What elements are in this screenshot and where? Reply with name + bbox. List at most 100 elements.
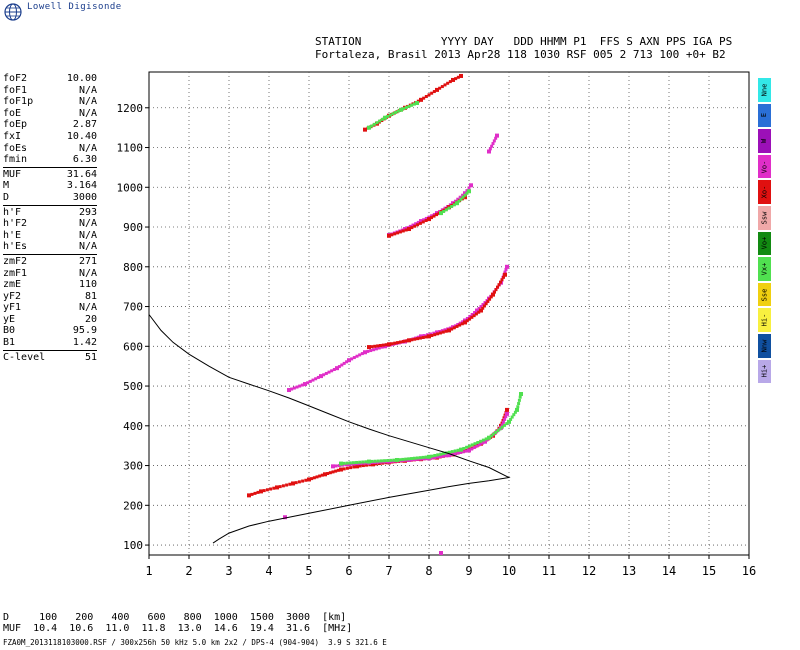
echo-point [278, 485, 282, 489]
echo-point [468, 317, 472, 321]
echo-point [516, 405, 520, 409]
legend-label: E [760, 113, 769, 118]
x-tick-label: 4 [265, 564, 272, 578]
echo-point [253, 491, 257, 495]
echo-point [322, 373, 326, 377]
echo-point [372, 348, 376, 352]
echo-point [383, 115, 387, 120]
echo-point [311, 378, 315, 382]
y-tick-label: 200 [123, 499, 143, 512]
echo-point [467, 189, 471, 194]
param-name: h'F2 [3, 218, 28, 230]
echo-point [265, 488, 269, 492]
param-value: 3.164 [66, 180, 97, 192]
echo-point [395, 457, 399, 462]
echo-point [447, 450, 451, 454]
echo-point [424, 335, 428, 339]
echo-point [438, 455, 442, 459]
echo-point [303, 382, 307, 387]
echo-point [415, 456, 419, 460]
param-row: foE N/A [3, 108, 97, 120]
echo-point [393, 341, 397, 345]
x-tick-label: 16 [742, 564, 756, 578]
echo-point [488, 147, 492, 151]
echo-point [435, 213, 438, 217]
param-row: foF1 N/A [3, 85, 97, 97]
echo-point [342, 467, 346, 471]
echo-point [470, 443, 474, 447]
echo-point [404, 228, 408, 232]
echo-point [288, 482, 292, 486]
echo-point [489, 295, 493, 299]
echo-point [275, 485, 279, 490]
echo-point [441, 330, 445, 334]
param-name: zmF1 [3, 267, 28, 279]
echo-point [379, 459, 383, 463]
echo-point [436, 455, 440, 459]
echo-point [478, 443, 482, 447]
param-value: N/A [78, 229, 97, 241]
echo-point [319, 374, 323, 379]
echo-point [427, 217, 431, 222]
echo-point [332, 367, 336, 371]
param-name: B0 [3, 325, 16, 337]
echo-point [424, 457, 428, 461]
echo-point [287, 388, 291, 393]
param-row: yF1 N/A [3, 302, 97, 314]
echo-point [348, 461, 352, 465]
echo-point [410, 338, 414, 342]
echo-point [355, 460, 359, 464]
echo-point [376, 344, 380, 348]
y-tick-label: 300 [123, 460, 143, 473]
echo-point [407, 338, 411, 343]
legend-item: Hi- [758, 308, 771, 332]
param-value: 95.9 [72, 325, 97, 337]
echo-point [360, 352, 364, 356]
echo-point [326, 472, 330, 476]
param-row: B0 95.9 [3, 325, 97, 337]
echo-point [413, 337, 417, 341]
echo-point [481, 438, 485, 442]
legend-item: Nne [758, 78, 771, 102]
echo-point [339, 467, 343, 472]
echo-point [430, 214, 434, 218]
echo-point [429, 332, 433, 336]
x-tick-label: 8 [425, 564, 432, 578]
echo-point [367, 459, 371, 464]
legend-label: Xo- [760, 185, 769, 199]
echo-point [386, 114, 390, 118]
echo-point [491, 292, 495, 297]
echo-point [297, 480, 301, 484]
echo-point [453, 452, 457, 456]
echo-point [494, 136, 498, 140]
legend-label: Vx+ [760, 262, 769, 276]
echo-point [500, 423, 504, 427]
echo-point [367, 345, 371, 350]
echo-point [381, 343, 385, 347]
echo-point [398, 230, 402, 234]
param-value: 10.40 [66, 130, 97, 142]
echo-point [370, 124, 374, 128]
echo-point [467, 448, 471, 453]
echo-point [314, 377, 318, 381]
param-value: N/A [78, 142, 97, 154]
echo-point [454, 77, 458, 81]
echo-point [383, 344, 387, 349]
echo-point [465, 319, 469, 323]
legend-item: Hi+ [758, 359, 771, 384]
param-value: 293 [78, 206, 97, 218]
param-name: yE [3, 313, 16, 325]
echo-point [407, 104, 411, 108]
echo-point [461, 195, 465, 199]
echo-point [365, 463, 369, 467]
echo-point [459, 447, 463, 452]
x-tick-label: 6 [345, 564, 352, 578]
echo-point [487, 149, 491, 154]
echo-point [404, 457, 408, 461]
echo-point [393, 232, 397, 236]
echo-point [402, 107, 406, 111]
echo-point [345, 461, 349, 465]
echo-point [291, 481, 295, 486]
x-tick-label: 10 [502, 564, 516, 578]
param-value: 6.30 [72, 154, 97, 166]
